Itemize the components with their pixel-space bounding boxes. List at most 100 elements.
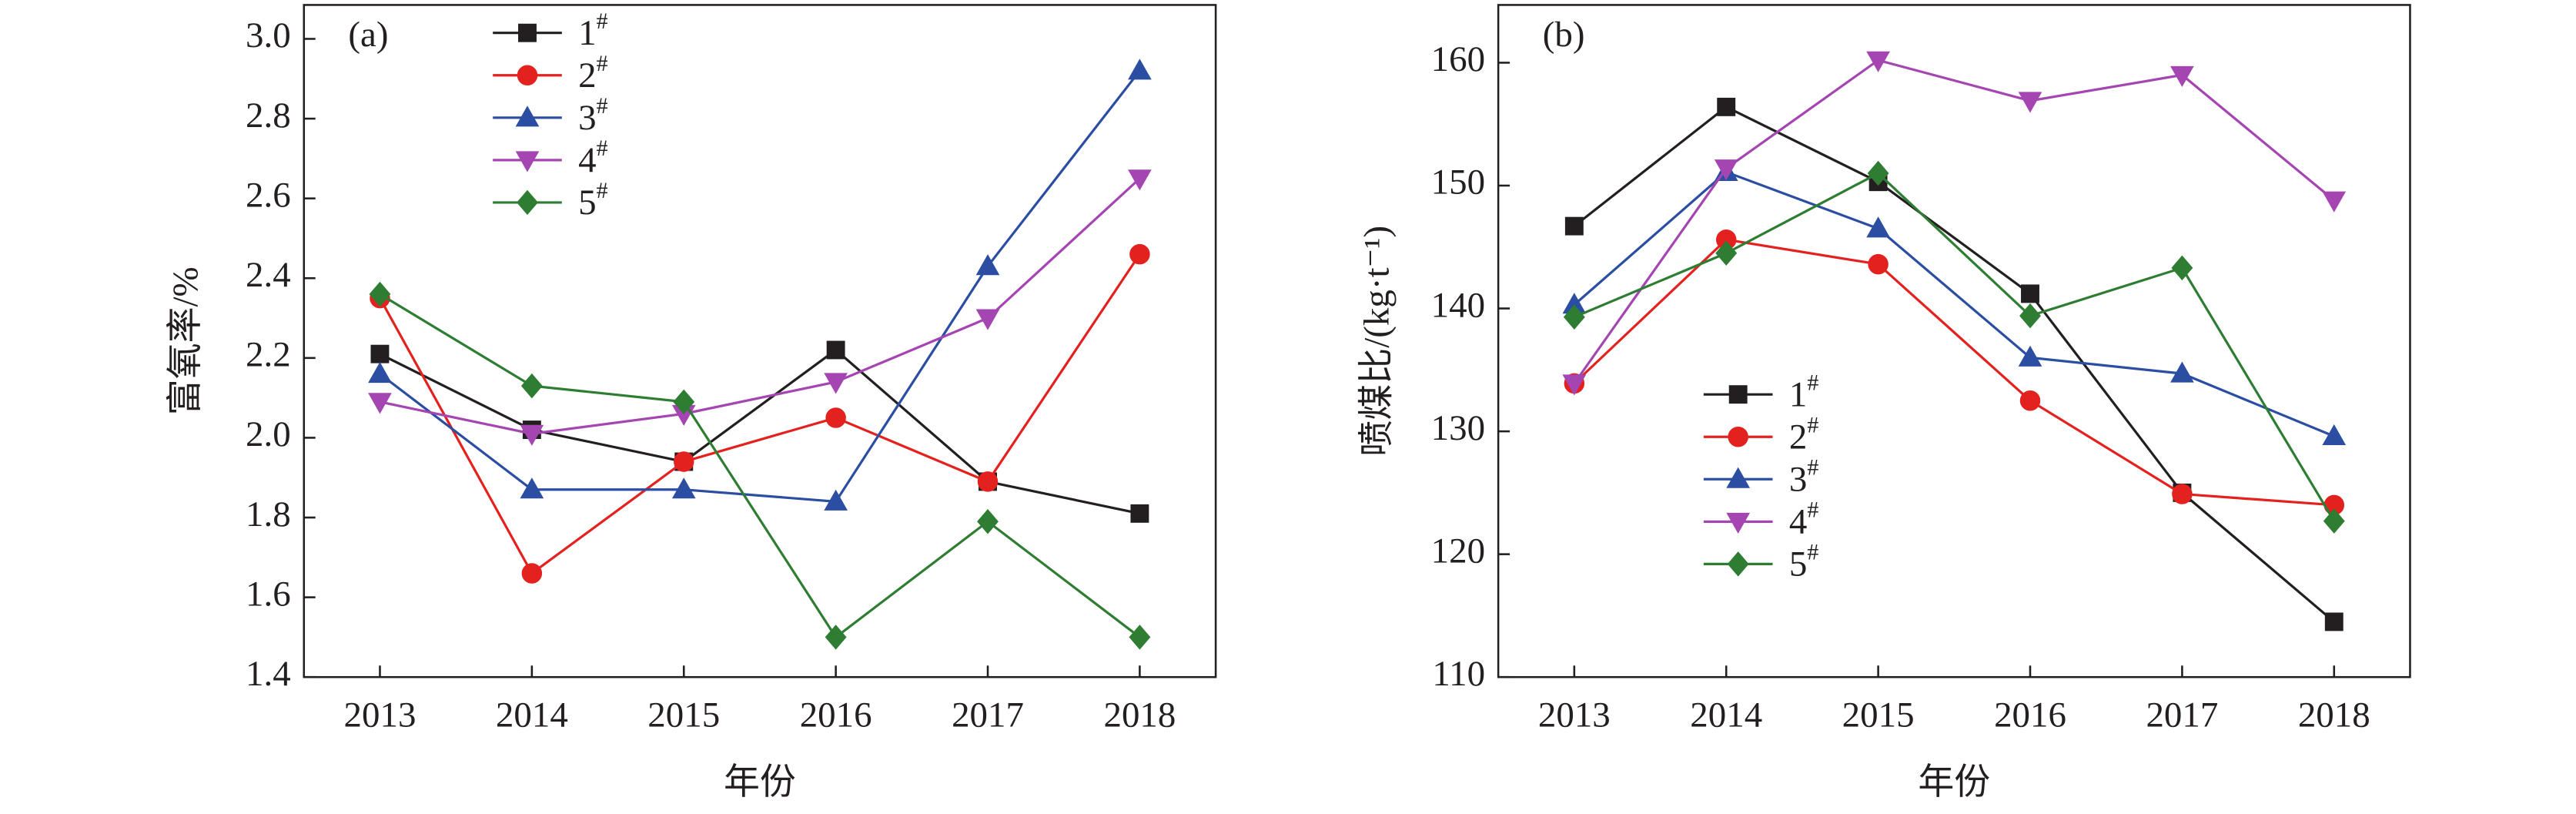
y-tick-label: 140	[1431, 285, 1485, 325]
y-tick-label: 2.2	[246, 335, 291, 375]
marker	[2171, 255, 2193, 281]
x-tick-label: 2017	[2146, 695, 2218, 735]
marker	[2170, 361, 2194, 383]
y-tick-label: 1.4	[246, 654, 291, 694]
x-tick-label: 2016	[1994, 695, 2066, 735]
legend-marker	[1726, 467, 1751, 488]
marker	[369, 281, 391, 307]
y-axis-label: 喷煤比/(kg·t⁻¹)	[1357, 226, 1397, 457]
marker	[1715, 240, 1738, 266]
marker	[1128, 59, 1152, 80]
legend-marker	[515, 151, 540, 173]
y-tick-label: 2.8	[246, 95, 291, 136]
x-tick-label: 2018	[2298, 695, 2370, 735]
x-tick-label: 2014	[496, 695, 568, 735]
marker	[673, 389, 695, 415]
legend-marker	[1728, 385, 1748, 404]
legend-marker	[517, 65, 538, 85]
series-line	[379, 293, 1141, 639]
x-axis-label: 年份	[724, 762, 796, 802]
series-line	[1573, 170, 2335, 437]
legend-marker	[1728, 427, 1748, 447]
y-tick-label: 1.6	[246, 574, 291, 614]
marker	[2021, 284, 2039, 303]
series-line	[1573, 59, 2335, 384]
series-line	[1574, 172, 2336, 522]
marker	[1564, 216, 1584, 236]
series-line	[379, 348, 1140, 515]
marker	[2322, 191, 2347, 213]
series-line	[1573, 105, 2335, 623]
marker	[368, 361, 392, 384]
panel-label: (b)	[1543, 15, 1585, 55]
marker	[1867, 160, 1889, 186]
x-tick-label: 2015	[1842, 695, 1915, 735]
marker	[368, 393, 392, 414]
x-axis-label: 年份	[1918, 762, 1990, 802]
marker	[2172, 484, 2193, 504]
plot-frame	[1497, 4, 2411, 678]
x-tick-label: 2013	[344, 695, 417, 735]
y-axis-label: 富氧率/%	[166, 266, 206, 415]
marker	[1717, 97, 1736, 116]
marker	[977, 471, 999, 492]
y-tick-label: 130	[1431, 408, 1485, 448]
legend-label: 4#	[578, 136, 607, 180]
marker	[1866, 216, 1890, 238]
y-tick-label: 2.4	[246, 255, 291, 295]
legend-marker	[515, 106, 540, 127]
marker	[674, 451, 694, 472]
legend-label: 5#	[578, 178, 607, 223]
series-line	[379, 69, 1141, 503]
marker	[826, 340, 845, 360]
marker	[2170, 65, 2194, 87]
marker	[1562, 374, 1587, 396]
y-tick-label: 3.0	[246, 15, 291, 55]
y-tick-label: 1.8	[246, 494, 291, 534]
marker	[975, 309, 1000, 330]
marker	[1129, 625, 1151, 650]
legend-label: 1#	[1789, 370, 1818, 414]
y-tick-label: 150	[1431, 162, 1485, 203]
marker	[370, 344, 390, 363]
marker	[1866, 51, 1890, 72]
marker	[975, 254, 1000, 276]
x-tick-label: 2016	[800, 695, 872, 735]
y-tick-label: 160	[1431, 39, 1485, 79]
marker	[2324, 612, 2343, 631]
marker	[824, 489, 848, 511]
legend-label: 5#	[1789, 539, 1818, 584]
x-tick-label: 2013	[1538, 695, 1611, 735]
marker	[2019, 390, 2041, 411]
legend-label: 1#	[578, 8, 607, 53]
x-tick-label: 2014	[1690, 695, 1762, 735]
x-tick-label: 2015	[647, 695, 720, 735]
marker	[520, 373, 543, 399]
marker	[825, 625, 847, 650]
series-line	[1573, 238, 2334, 507]
legend-marker	[1726, 512, 1751, 534]
legend-marker	[517, 189, 538, 216]
marker	[2019, 303, 2041, 329]
marker	[825, 407, 846, 428]
series-line	[379, 253, 1141, 575]
marker	[520, 477, 544, 499]
marker	[1129, 243, 1150, 265]
marker	[977, 508, 999, 534]
marker	[2323, 508, 2345, 534]
x-tick-label: 2018	[1103, 695, 1176, 735]
legend-label: 3#	[1789, 454, 1818, 499]
marker	[1868, 253, 1889, 275]
panel-label: (a)	[348, 15, 388, 55]
marker	[1714, 159, 1738, 181]
legend-label: 2#	[578, 51, 607, 95]
legend-label: 2#	[1789, 412, 1818, 457]
marker	[824, 373, 848, 394]
marker	[521, 563, 543, 584]
marker	[2018, 345, 2042, 367]
marker	[2018, 92, 2042, 113]
legend-label: 3#	[578, 93, 607, 138]
marker	[520, 424, 544, 446]
plot-frame	[303, 4, 1217, 678]
